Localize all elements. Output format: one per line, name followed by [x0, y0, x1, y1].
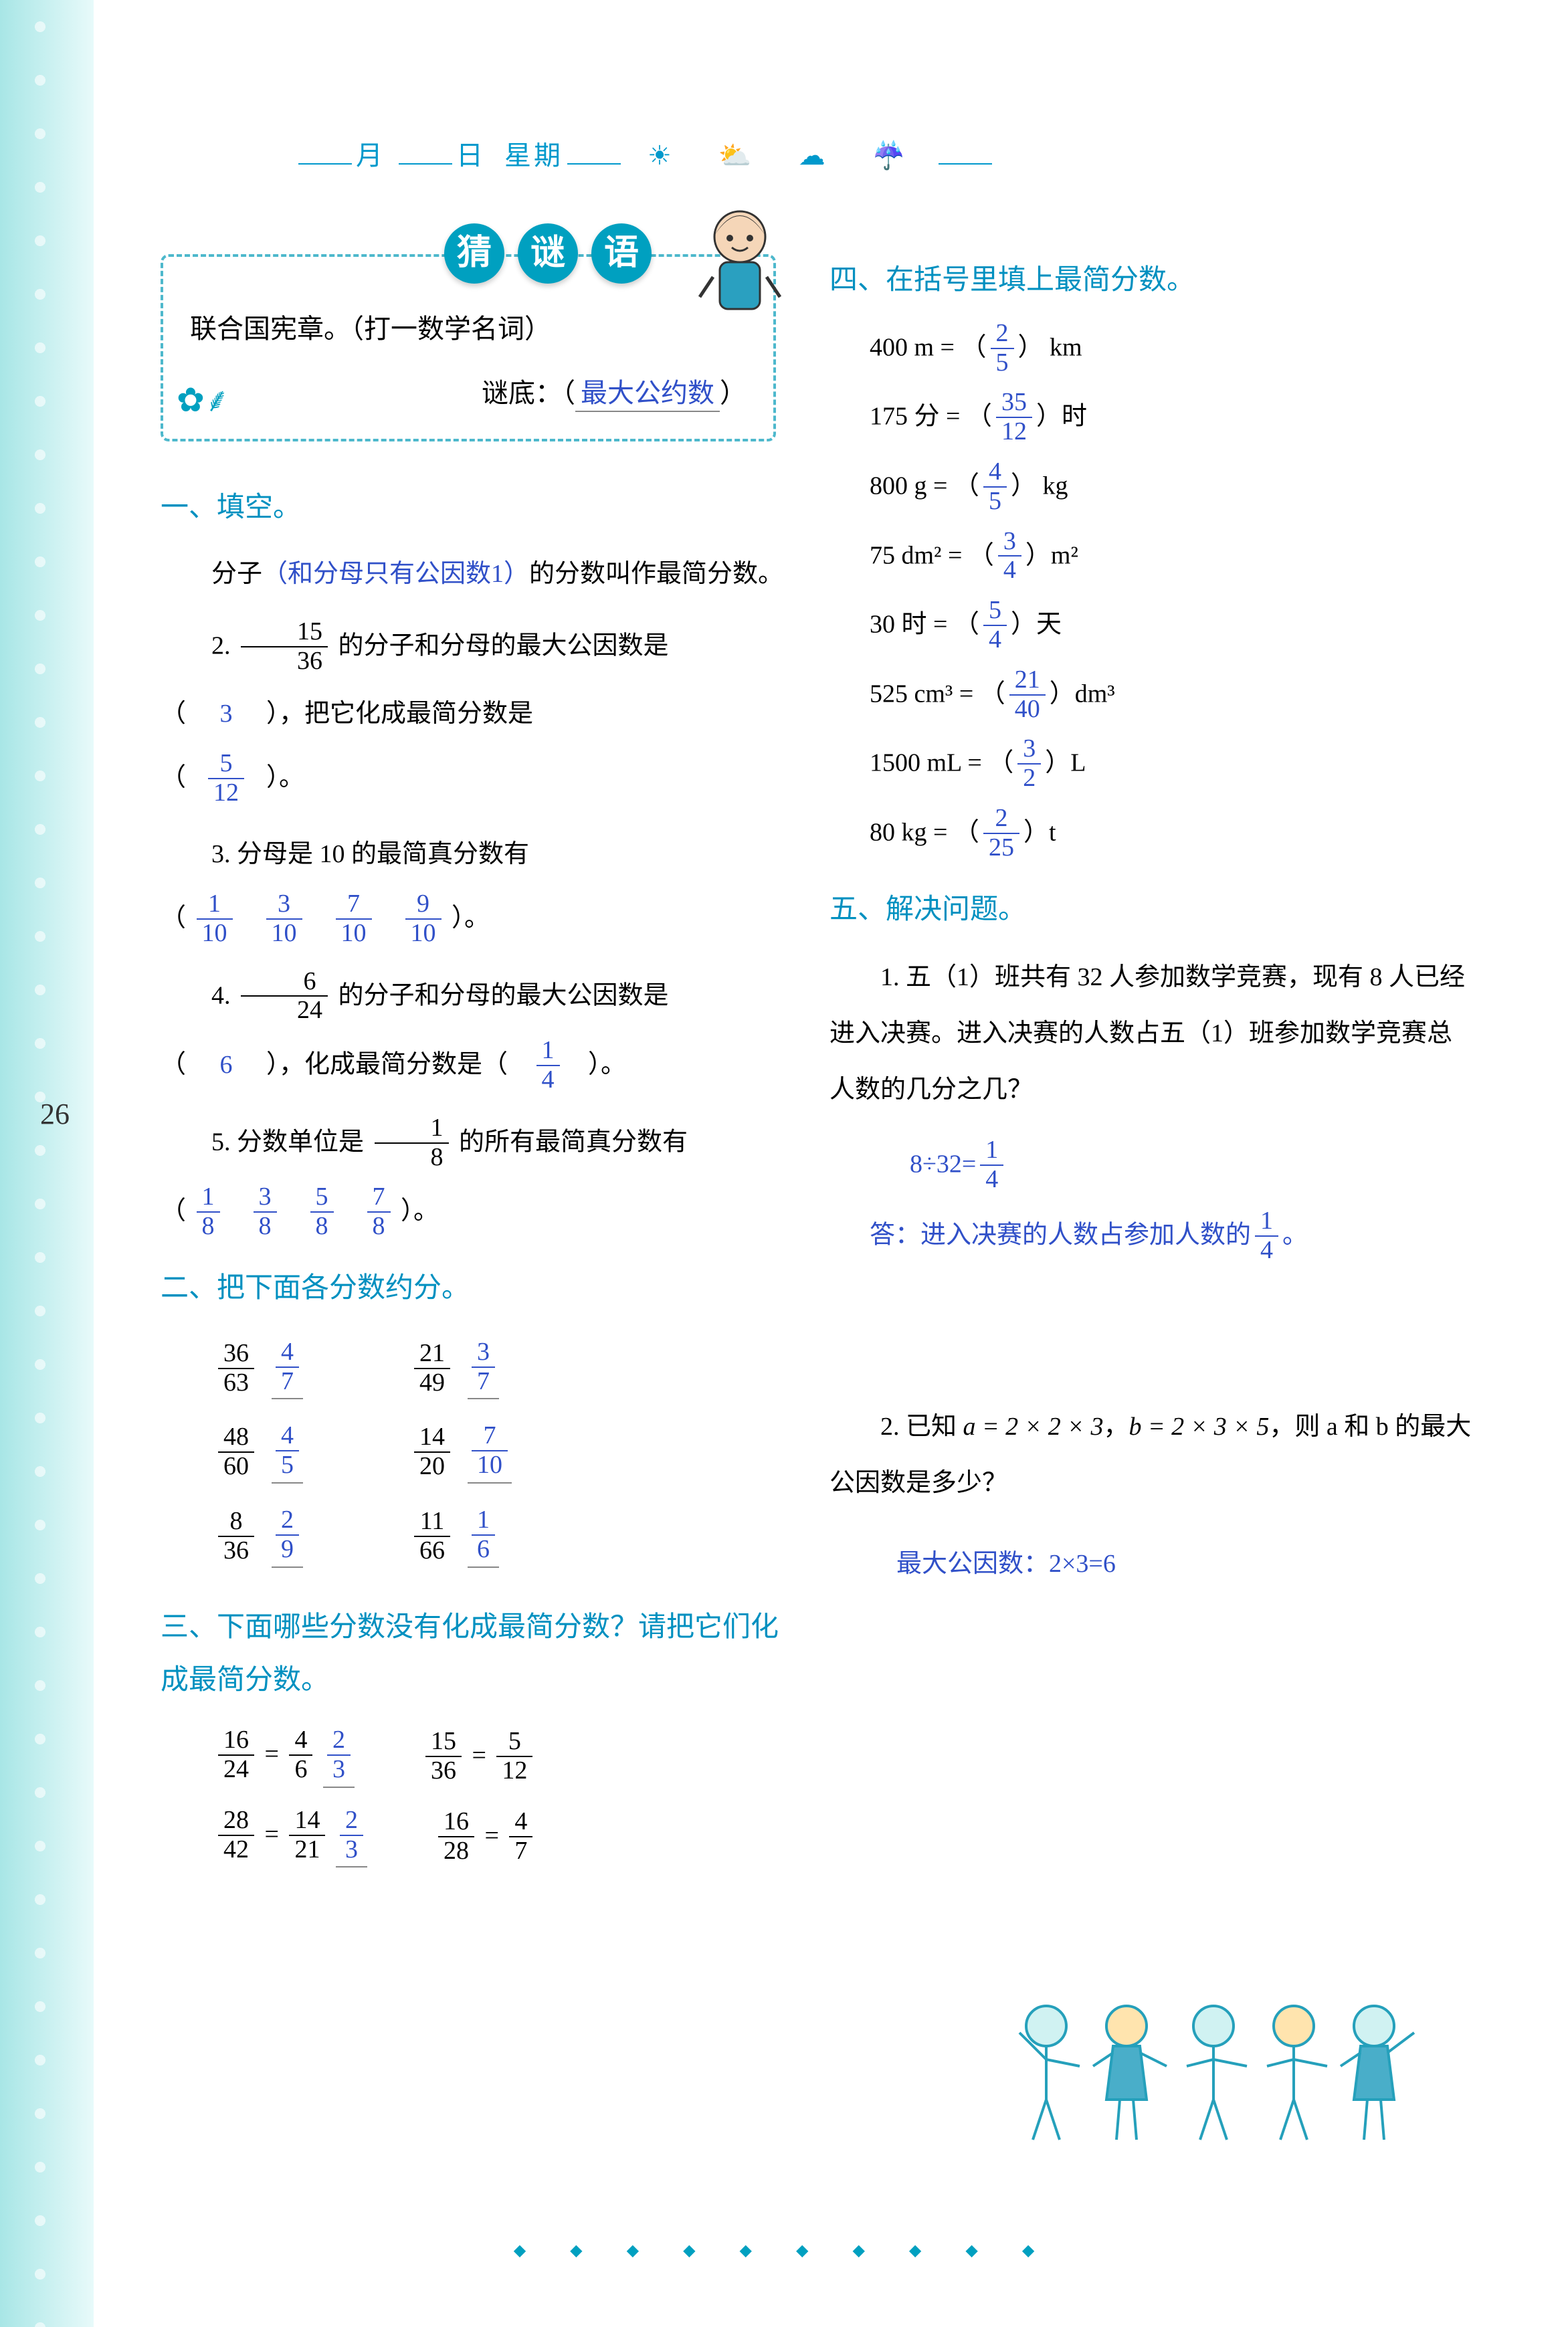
handwritten-answer: 6	[186, 1039, 266, 1090]
handwritten-answer: 2140	[1005, 680, 1050, 708]
s1-q4: 4. 624 的分子和分母的最大公因数是	[161, 969, 803, 1027]
section-5-title: 五、解决问题。	[829, 884, 1472, 937]
handwritten-answer: 110 310 710 910	[186, 904, 452, 932]
handwritten-answer: 225	[979, 818, 1023, 846]
flower-deco-icon: ✿⸙	[177, 369, 229, 432]
section-1-title: 一、填空。	[161, 482, 803, 535]
s1-q2: 2. 1536 的分子和分母的最大公因数是	[161, 619, 803, 677]
handwritten-answer: 34	[994, 541, 1025, 569]
s1-q2-cont2: （512）。	[161, 751, 803, 809]
handwritten-answer: 37	[468, 1340, 499, 1400]
date-header: 月 日 星期 ☀ ⛅ ☁ ☔	[294, 134, 996, 173]
handwritten-answer: 45	[979, 472, 1011, 500]
handwritten-answer: 29	[272, 1508, 303, 1568]
handwritten-answer: 18 38 58 78	[186, 1197, 401, 1225]
riddle-answer-line: 谜底：（最大公约数）	[190, 368, 747, 419]
s2-row: 486045 1420710	[214, 1423, 803, 1484]
handwritten-answer: 47	[272, 1340, 303, 1400]
handwritten-answer: 25	[987, 333, 1018, 361]
footer-dots: ◆ ◆ ◆ ◆ ◆ ◆ ◆ ◆ ◆ ◆	[514, 2241, 1055, 2260]
riddle-box: 猜 谜 语 ✿⸙ 联合国宪章。（打一数学名词） 谜底：（最大公约数）	[161, 254, 776, 441]
s4-items: 400 m = （25） km 175 分 = （3512）时 800 g = …	[870, 321, 1472, 864]
s5-q2-answer: 最大公因数：2×3=6	[896, 1538, 1472, 1589]
s1-q2-cont: （3），把它化成最简分数是	[161, 688, 803, 739]
handwritten-answer: 3512	[992, 403, 1036, 431]
handwritten-answer: 54	[979, 611, 1011, 639]
s2-row: 83629 116616	[214, 1508, 803, 1568]
riddle-answer: 最大公约数	[575, 378, 720, 412]
content-area: 猜 谜 语 ✿⸙ 联合国宪章。（打一数学名词） 谜底：（最大公约数） 一、填空。…	[161, 254, 1498, 1867]
kids-illustration-icon	[993, 1993, 1461, 2153]
s2-row: 366347 214937	[214, 1340, 803, 1400]
section-3-title: 三、下面哪些分数没有化成最简分数？请把它们化成最简分数。	[161, 1601, 803, 1708]
s3-row: 1624 = 46 23 1536 = 512	[214, 1728, 803, 1788]
s1-q3: 3. 分母是 10 的最简真分数有	[161, 829, 803, 880]
handwritten-answer: 23	[336, 1808, 367, 1868]
handwritten-answer: 45	[272, 1423, 303, 1484]
handwritten-answer: （和分母只有公因数1）	[262, 560, 529, 588]
s3-row: 2842 = 1421 23 1628 = 47	[214, 1808, 803, 1868]
handwritten-answer: 3	[186, 688, 266, 739]
left-decorative-margin	[0, 0, 94, 2327]
s5-q1-working: 8÷32=14	[910, 1138, 1472, 1195]
section-2-title: 二、把下面各分数约分。	[161, 1262, 803, 1316]
s5-q1-text: 1. 五（1）班共有 32 人参加数学竞赛，现有 8 人已经进入决赛。进入决赛的…	[829, 950, 1472, 1118]
riddle-prompt: 联合国宪章。（打一数学名词）	[190, 304, 747, 355]
s1-q4-cont: （6），化成最简分数是（14）。	[161, 1038, 803, 1096]
s1-q3-answers: （ 110 310 710 910 ）。	[161, 892, 803, 949]
s1-q5: 5. 分数单位是 18 的所有最简真分数有	[161, 1116, 803, 1173]
handwritten-answer: 710	[468, 1423, 512, 1484]
handwritten-answer: 23	[323, 1728, 355, 1788]
s1-q5-answers: （ 18 38 58 78 ）。	[161, 1185, 803, 1242]
s5-q1-answer: 答：进入决赛的人数占参加人数的14。	[870, 1209, 1472, 1266]
riddle-title: 猜 谜 语	[444, 223, 652, 284]
page-number: 26	[40, 1097, 70, 1131]
riddle-char: 猜	[444, 223, 504, 284]
section-4-title: 四、在括号里填上最简分数。	[829, 254, 1472, 308]
handwritten-answer: 32	[1013, 749, 1045, 777]
handwritten-answer: 16	[468, 1508, 499, 1568]
weather-icons: ☀ ⛅ ☁ ☔	[648, 140, 925, 171]
riddle-char: 语	[591, 223, 652, 284]
riddle-char: 谜	[518, 223, 578, 284]
s1-q1: 分子（和分母只有公因数1）的分数叫作最简分数。	[161, 548, 803, 599]
handwritten-answer: 512	[186, 751, 266, 809]
boy-illustration-icon	[693, 203, 787, 324]
s5-q2-text: 2. 已知 a = 2 × 2 × 3，b = 2 × 3 × 5，则 a 和 …	[829, 1399, 1472, 1511]
left-column: 猜 谜 语 ✿⸙ 联合国宪章。（打一数学名词） 谜底：（最大公约数） 一、填空。…	[161, 254, 803, 1867]
handwritten-answer: 14	[508, 1038, 588, 1096]
right-column: 四、在括号里填上最简分数。 400 m = （25） km 175 分 = （3…	[829, 254, 1472, 1867]
